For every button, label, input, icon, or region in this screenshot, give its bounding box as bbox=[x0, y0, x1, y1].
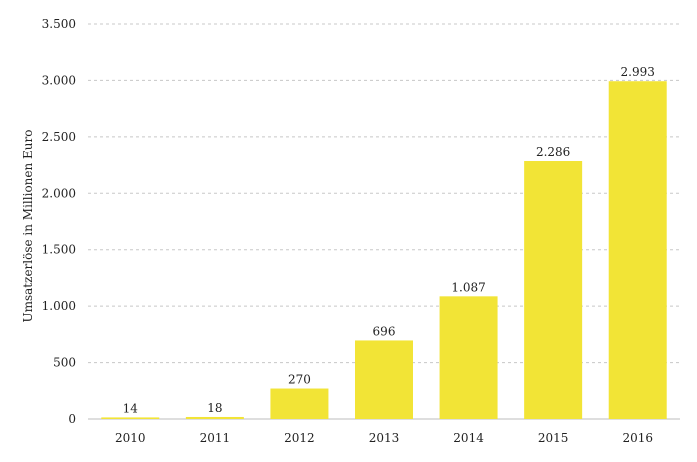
data-label-2014: 1.087 bbox=[451, 280, 485, 294]
x-tick-label: 2015 bbox=[538, 431, 569, 445]
data-label-2010: 14 bbox=[123, 401, 139, 415]
data-label-2012: 270 bbox=[288, 373, 311, 387]
data-label-2015: 2.286 bbox=[536, 145, 570, 159]
y-tick-label: 3.500 bbox=[42, 17, 76, 31]
x-tick-label: 2011 bbox=[200, 431, 231, 445]
x-tick-label: 2013 bbox=[369, 431, 400, 445]
bar-2010 bbox=[101, 417, 160, 419]
data-label-2011: 18 bbox=[207, 401, 222, 415]
x-tick-label: 2014 bbox=[453, 431, 484, 445]
data-label-2013: 696 bbox=[373, 324, 396, 338]
bar-2014 bbox=[439, 296, 498, 419]
y-axis-ticks: 0 500 1.000 1.500 2.000 2.500 3.000 3.500 bbox=[42, 17, 76, 426]
bar-2015 bbox=[524, 161, 583, 419]
x-axis-ticks: 2010 2011 2012 2013 2014 2015 2016 bbox=[115, 431, 653, 445]
y-tick-label: 3.000 bbox=[42, 73, 76, 87]
y-tick-label: 2.500 bbox=[42, 130, 76, 144]
bars bbox=[101, 81, 667, 420]
y-tick-label: 1.500 bbox=[42, 243, 76, 257]
data-labels: 14 18 270 696 1.087 2.286 2.993 bbox=[123, 65, 655, 415]
gridlines bbox=[88, 23, 680, 420]
y-tick-label: 2.000 bbox=[42, 186, 76, 200]
y-axis-title: Umsatzerlöse in Millionen Euro bbox=[21, 130, 35, 323]
x-tick-label: 2010 bbox=[115, 431, 146, 445]
x-tick-label: 2012 bbox=[284, 431, 315, 445]
y-tick-label: 0 bbox=[68, 412, 76, 426]
bar-2012 bbox=[270, 388, 329, 419]
x-tick-label: 2016 bbox=[622, 431, 653, 445]
y-tick-label: 500 bbox=[53, 356, 76, 370]
bar-2013 bbox=[355, 340, 413, 419]
bar-2011 bbox=[185, 416, 244, 419]
data-label-2016: 2.993 bbox=[621, 65, 655, 79]
bar-2016 bbox=[608, 81, 667, 420]
y-tick-label: 1.000 bbox=[42, 299, 76, 313]
